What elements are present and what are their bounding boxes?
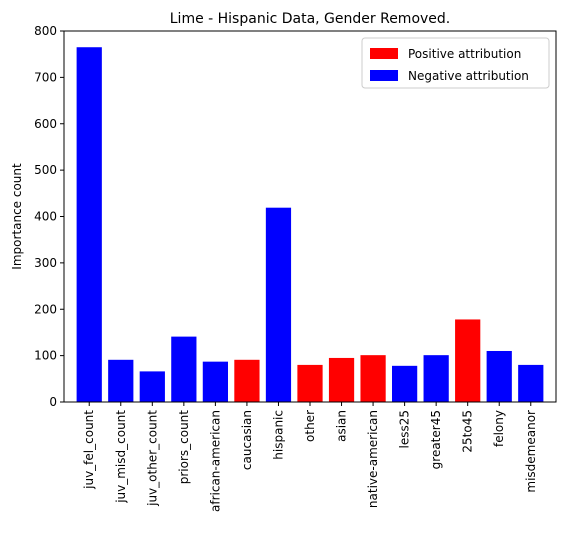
bar-juv_misd_count [108,359,134,402]
legend: Positive attribution Negative attribution [361,37,550,89]
y-tick-label: 800 [34,24,57,38]
y-tick-label: 0 [49,395,57,409]
y-axis: 0 100 200 300 400 500 600 700 800 [34,24,64,409]
x-tick-label: hispanic [271,410,285,460]
bar-felony [486,350,512,402]
bar-hispanic [265,207,292,402]
x-tick-label: misdemeanor [524,410,538,493]
bar-priors_count [171,336,197,402]
bar-asian [328,357,355,402]
x-tick-label: 25to45 [461,410,475,453]
legend-label: Negative attribution [408,69,529,83]
bar-african-american [202,361,228,402]
bar-native-american [360,355,386,402]
x-tick-label: greater45 [429,410,443,469]
bar-25to45 [455,319,481,402]
x-tick-label: caucasian [240,410,254,470]
bar-misdemeanor [518,364,544,402]
bar-juv_other_count [139,371,165,402]
bar-caucasian [234,359,260,402]
y-tick-label: 100 [34,349,57,363]
bar-other [297,364,323,402]
y-tick-label: 700 [34,70,57,84]
y-tick-label: 500 [34,163,57,177]
x-tick-label: juv_misd_count [114,410,128,504]
bars-group [76,47,544,402]
bar-greater45 [423,355,449,402]
legend-swatch [370,70,398,81]
plot-frame [63,30,557,403]
y-tick-label: 600 [34,117,57,131]
x-tick-label: juv_other_count [145,410,159,507]
x-tick-label: less25 [398,410,412,449]
y-tick-label: 400 [34,210,57,224]
y-tick-label: 300 [34,256,57,270]
x-tick-label: felony [492,410,506,447]
chart-title: Lime - Hispanic Data, Gender Removed. [170,11,451,27]
legend-swatch [370,48,398,59]
x-tick-label: juv_fel_count [82,410,96,490]
bar-juv_fel_count [76,47,102,402]
bar-less25 [392,365,418,402]
x-tick-label: native-american [366,410,380,508]
y-axis-label: Importance count [10,163,24,270]
x-tick-label: other [303,410,317,442]
y-tick-label: 200 [34,302,57,316]
x-axis: juv_fel_count juv_misd_count juv_other_cou… [82,402,538,512]
x-tick-label: asian [335,410,349,442]
x-tick-label: priors_count [177,410,191,485]
legend-label: Positive attribution [408,47,521,61]
legend-box [361,37,550,89]
x-tick-label: african-american [208,410,222,512]
